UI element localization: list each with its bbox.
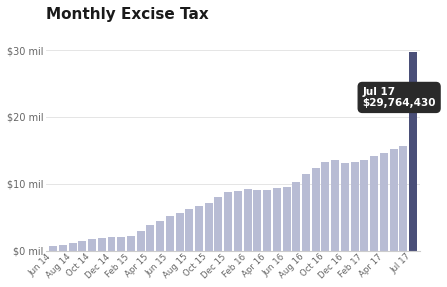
Bar	[409, 52, 417, 251]
Text: Monthly Excise Tax: Monthly Excise Tax	[46, 7, 209, 22]
Bar	[224, 193, 232, 251]
Bar	[69, 243, 76, 251]
Bar	[215, 197, 223, 251]
Bar	[49, 246, 57, 251]
Bar	[292, 183, 300, 251]
Bar	[205, 203, 213, 251]
Bar	[321, 162, 329, 251]
Bar	[253, 190, 261, 251]
Bar	[127, 236, 135, 251]
Bar	[117, 236, 125, 251]
Bar	[360, 160, 368, 251]
Bar	[273, 189, 281, 251]
Bar	[156, 221, 164, 251]
Bar	[108, 236, 115, 251]
Bar	[350, 162, 358, 251]
Bar	[166, 216, 174, 251]
Bar	[263, 191, 271, 251]
Bar	[234, 191, 242, 251]
Bar	[302, 174, 310, 251]
Bar	[380, 153, 388, 251]
Bar	[98, 238, 106, 251]
Bar	[59, 245, 67, 251]
Bar	[78, 241, 86, 251]
Bar	[341, 163, 349, 251]
Text: Jul 17
$29,764,430: Jul 17 $29,764,430	[363, 87, 436, 108]
Bar	[331, 160, 339, 251]
Bar	[147, 225, 154, 251]
Bar	[186, 209, 193, 251]
Bar	[137, 230, 145, 251]
Bar	[399, 146, 407, 251]
Bar	[312, 168, 320, 251]
Bar	[88, 239, 96, 251]
Bar	[244, 189, 252, 251]
Bar	[389, 149, 397, 251]
Bar	[283, 187, 291, 251]
Bar	[195, 206, 203, 251]
Bar	[176, 213, 184, 251]
Bar	[370, 156, 378, 251]
